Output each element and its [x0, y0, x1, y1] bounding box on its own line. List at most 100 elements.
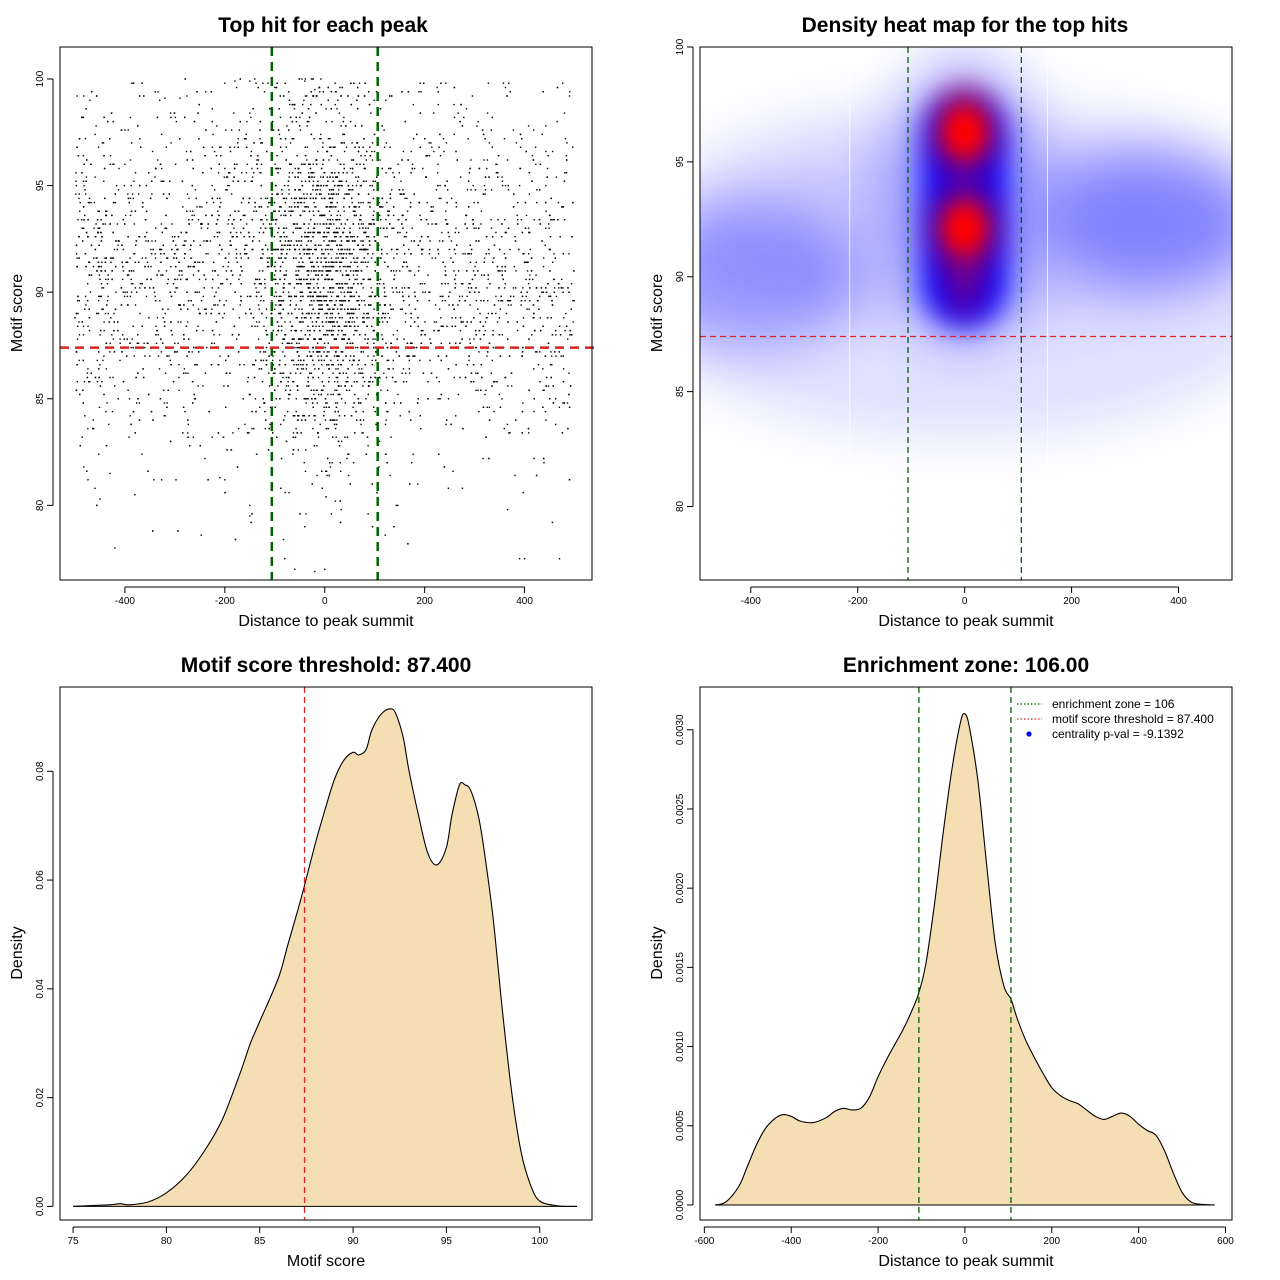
scatter-point — [360, 240, 362, 242]
scatter-point — [485, 253, 487, 255]
scatter-point — [338, 261, 341, 263]
scatter-point — [427, 381, 429, 383]
scatter-point — [84, 415, 86, 417]
scatter-point — [174, 351, 176, 353]
scatter-point — [305, 278, 307, 281]
scatter-point — [226, 449, 228, 451]
scatter-point — [103, 155, 105, 157]
scatter-point — [323, 410, 325, 413]
scatter-point — [309, 167, 312, 170]
scatter-point — [379, 159, 381, 161]
scatter-point — [130, 423, 132, 426]
scatter-point — [278, 108, 280, 110]
scatter-point — [99, 278, 101, 281]
scatter-point — [245, 146, 248, 148]
scatter-point — [292, 449, 295, 451]
scatter-point — [112, 120, 114, 123]
scatter-point — [484, 329, 486, 332]
scatter-point — [483, 257, 486, 259]
scatter-point — [129, 415, 131, 417]
scatter-point — [288, 210, 290, 212]
scatter-point — [225, 270, 227, 272]
scatter-point — [386, 253, 388, 255]
scatter-point — [327, 304, 329, 306]
scatter-point — [542, 368, 544, 370]
scatter-point — [484, 321, 487, 323]
scatter-point — [513, 265, 515, 268]
scatter-point — [313, 393, 315, 396]
scatter-point — [426, 201, 428, 204]
scatter-point — [288, 244, 291, 246]
scatter-point — [381, 248, 383, 251]
scatter-point — [402, 381, 405, 383]
scatter-point — [408, 304, 410, 306]
scatter-point — [265, 419, 267, 421]
scatter-point — [468, 359, 470, 362]
scatter-point — [145, 240, 147, 242]
scatter-point — [334, 103, 336, 106]
scatter-point — [334, 184, 336, 187]
scatter-point — [295, 346, 297, 349]
scatter-point — [335, 351, 337, 353]
scatter-point — [501, 180, 504, 182]
scatter-point — [261, 219, 263, 221]
scatter-point — [504, 283, 506, 285]
scatter-point — [506, 159, 509, 161]
scatter-point — [379, 283, 381, 285]
scatter-point — [469, 304, 471, 306]
scatter-point — [490, 189, 493, 191]
scatter-point — [354, 240, 356, 242]
scatter-point — [310, 291, 312, 293]
scatter-point — [382, 206, 384, 208]
scatter-point — [549, 295, 552, 298]
scatter-point — [478, 351, 480, 353]
scatter-point — [186, 321, 189, 323]
scatter-point — [379, 206, 381, 208]
scatter-point — [482, 193, 485, 195]
scatter-point — [340, 248, 342, 251]
scatter-point — [478, 240, 480, 242]
scatter-point — [205, 278, 207, 281]
scatter-point — [454, 274, 457, 276]
scatter-point — [469, 244, 471, 246]
scatter-point — [281, 253, 283, 255]
scatter-point — [270, 223, 273, 225]
scatter-point — [393, 257, 395, 259]
scatter-point — [473, 317, 475, 319]
scatter-point — [332, 321, 335, 323]
scatter-point — [569, 329, 571, 332]
scatter-point — [239, 304, 241, 306]
scatter-point — [207, 227, 209, 229]
scatter-point — [349, 231, 351, 234]
scatter-point — [339, 270, 342, 272]
scatter-point — [273, 201, 276, 204]
scatter-point — [250, 312, 252, 315]
scatter-point — [431, 257, 433, 259]
scatter-point — [437, 253, 440, 255]
scatter-point — [505, 312, 508, 315]
scatter-point — [344, 248, 346, 251]
scatter-point — [478, 227, 480, 229]
scatter-point — [378, 201, 380, 204]
scatter-point — [298, 346, 301, 349]
scatter-point — [506, 508, 509, 511]
scatter-point — [294, 329, 296, 332]
scatter-point — [83, 381, 86, 383]
scatter-point — [356, 108, 359, 110]
scatter-point — [122, 219, 124, 221]
scatter-point — [241, 172, 243, 174]
scatter-point — [289, 283, 291, 285]
scatter-point — [277, 167, 279, 170]
scatter-point — [562, 287, 564, 289]
scatter-point — [153, 291, 156, 293]
scatter-point — [198, 278, 201, 281]
scatter-point — [437, 91, 439, 93]
scatter-point — [290, 163, 292, 165]
scatter-point — [316, 445, 318, 447]
scatter-point — [267, 206, 269, 208]
scatter-point — [358, 82, 361, 84]
scatter-point — [552, 385, 554, 387]
scatter-point — [348, 389, 351, 391]
scatter-point — [246, 432, 249, 434]
scatter-point — [347, 474, 350, 477]
